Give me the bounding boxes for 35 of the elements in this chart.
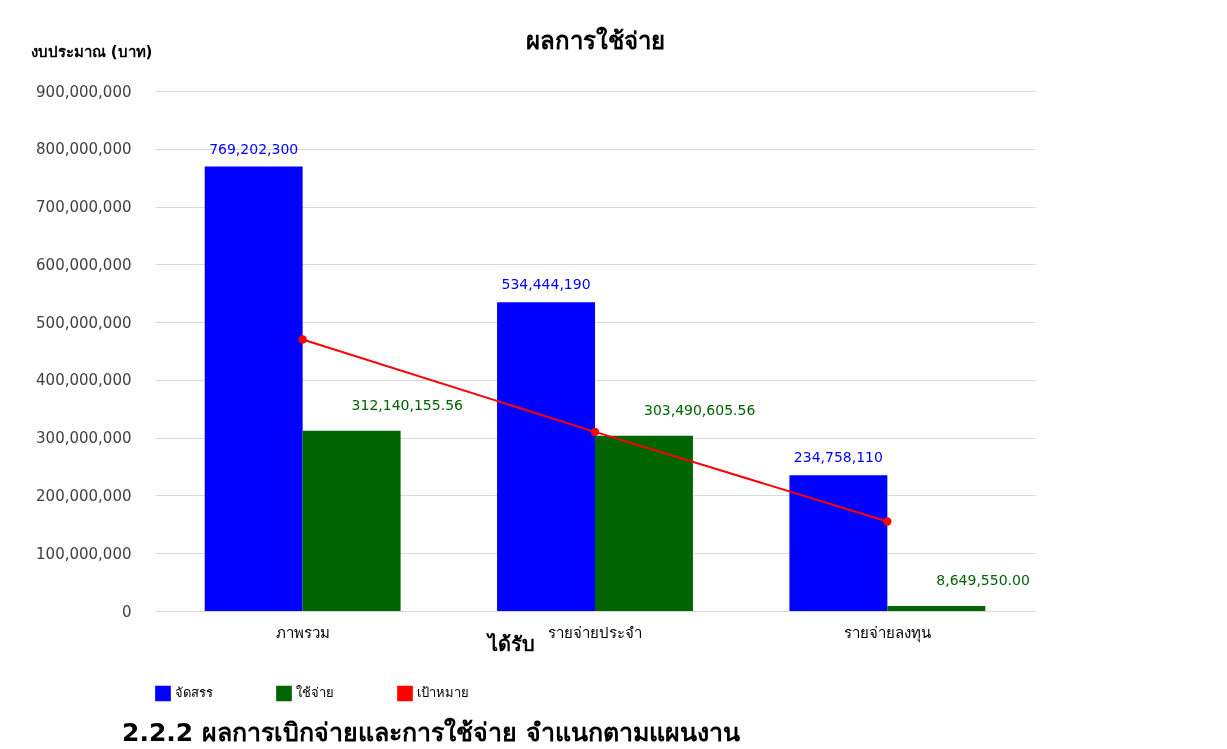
y-tick-label: 800,000,000 (36, 140, 132, 159)
data-label: 8,649,550.00 (936, 572, 1030, 588)
bar (887, 606, 986, 611)
y-tick-label: 100,000,000 (36, 544, 132, 563)
bar (497, 302, 595, 611)
x-tick-label: รายจ่ายลงทุน (843, 623, 931, 643)
data-label: 769,202,300 (209, 140, 299, 157)
data-label: 234,758,110 (793, 449, 883, 466)
y-axis-title: งบประมาณ (บาท) (30, 42, 153, 61)
text: 2.2.2 ผลการเบิกจ่ายและการใช้จ่าย จำแนกตามแผนงาน (122, 716, 740, 749)
data-label: 312,140,155.56 (351, 396, 464, 413)
y-tick-label: 600,000,000 (36, 255, 132, 274)
bar (595, 435, 693, 611)
bar (204, 166, 303, 611)
x-tick-label: ภาพรวม (275, 623, 330, 642)
chart-title: ผลการใช้จ่าย (525, 26, 665, 55)
legend-label: ใช้จ่าย (296, 685, 334, 701)
bar (789, 475, 888, 611)
y-tick-label: 200,000,000 (36, 486, 132, 505)
y-tick-label: 300,000,000 (36, 429, 132, 448)
data-label: 303,490,605.56 (643, 401, 756, 418)
point (590, 427, 600, 437)
point (883, 517, 892, 526)
text: ได้รับ (488, 631, 535, 658)
x-tick-label: รายจ่ายประจำ (548, 623, 642, 642)
y-tick-label: 500,000,000 (36, 313, 132, 332)
point (298, 335, 307, 344)
bar (302, 430, 401, 611)
legend-label: จัดสรร (175, 685, 213, 701)
y-tick-label: 400,000,000 (36, 371, 132, 390)
legend-label: เป้าหมาย (417, 685, 469, 701)
data-label: 534,444,190 (501, 276, 591, 293)
y-tick-label: 700,000,000 (36, 198, 132, 217)
y-tick-label: 900,000,000 (36, 82, 132, 101)
y-tick-label: 0 (121, 602, 132, 621)
